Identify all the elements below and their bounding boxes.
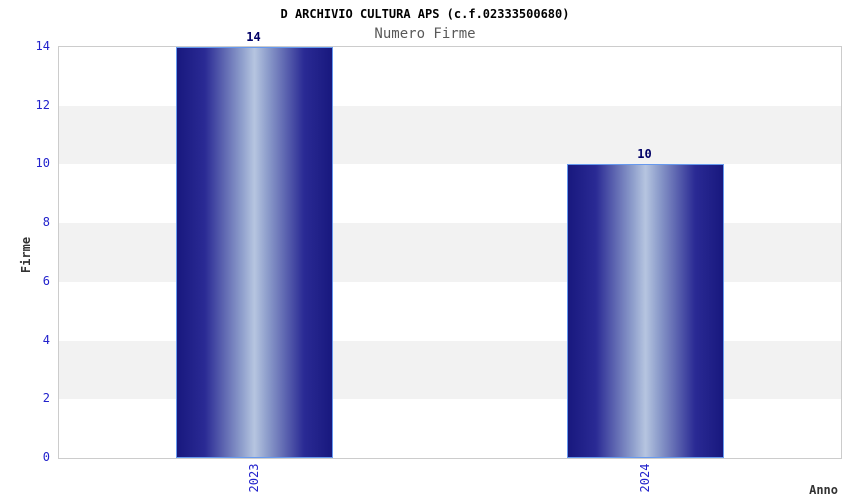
- x-axis-label: Anno: [809, 483, 838, 497]
- plot-area: [58, 46, 842, 459]
- chart-title: D ARCHIVIO CULTURA APS (c.f.02333500680): [280, 7, 570, 21]
- bar-2024: [567, 164, 724, 458]
- bar-2023: [176, 47, 333, 458]
- y-tick-label: 14: [35, 39, 50, 53]
- y-tick-label: 0: [42, 450, 50, 464]
- chart-subtitle: Numero Firme: [374, 26, 476, 42]
- x-tick-label: 2023: [246, 463, 261, 493]
- bar-value-label: 10: [637, 147, 652, 162]
- y-tick-label: 8: [42, 215, 50, 230]
- y-tick-label: 12: [35, 97, 50, 112]
- bar-value-label: 14: [246, 30, 261, 44]
- y-tick-label: 10: [35, 156, 50, 171]
- y-tick-label: 6: [42, 273, 50, 288]
- y-tick-label: 2: [42, 391, 50, 406]
- y-tick-label: 4: [42, 332, 50, 347]
- x-tick-label: 2024: [637, 463, 652, 493]
